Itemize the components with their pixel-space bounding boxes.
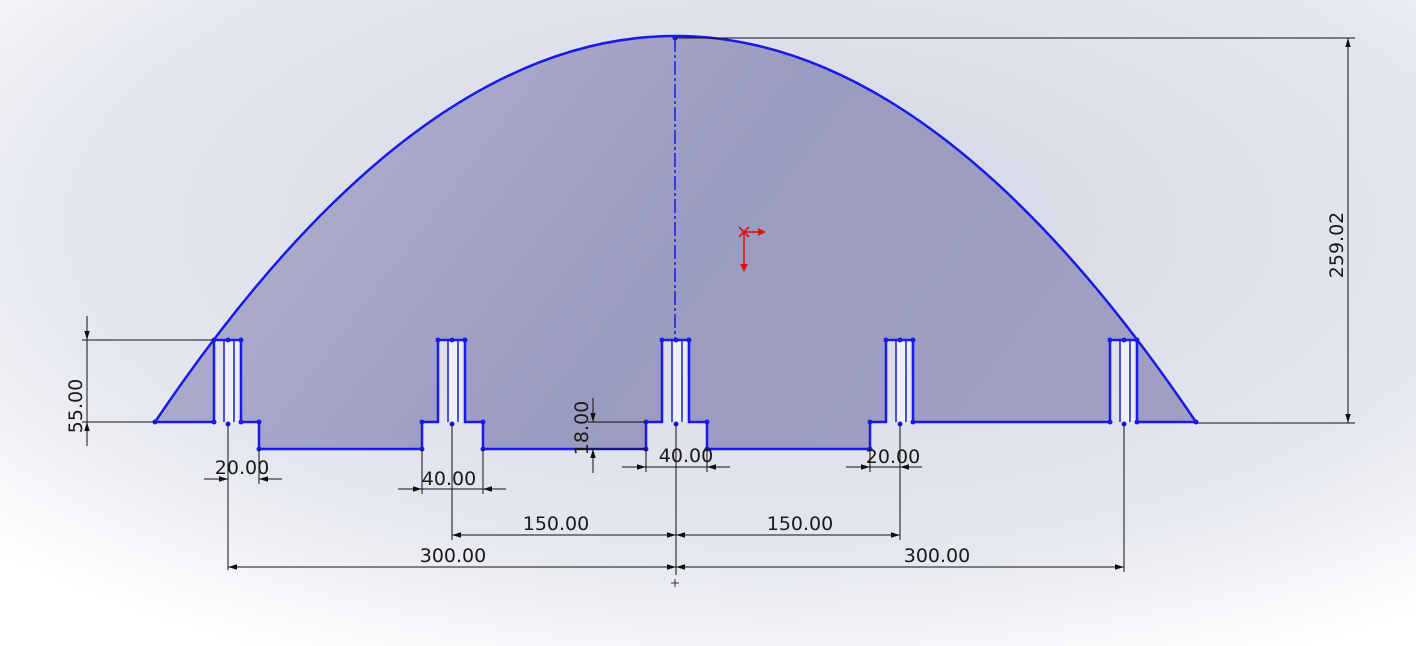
dimension-slot-height-value[interactable]: 55.00 bbox=[65, 379, 87, 433]
dimension-left-mid-width-value[interactable]: 40.00 bbox=[422, 468, 476, 490]
dimension-left-slot-width-value[interactable]: 20.00 bbox=[215, 457, 269, 479]
dimension-offset-left-150-value[interactable]: 150.00 bbox=[523, 513, 589, 535]
dimension-offset-right-300-value[interactable]: 300.00 bbox=[904, 545, 970, 567]
dimension-offset-right-300[interactable]: 300.00 bbox=[676, 545, 1124, 570]
dimension-step-depth-value[interactable]: 18.00 bbox=[571, 401, 593, 455]
dimension-offset-left-300-value[interactable]: 300.00 bbox=[420, 545, 486, 567]
slot-inner-lines bbox=[223, 340, 1131, 422]
dimension-right-mid-width[interactable]: 20.00 bbox=[846, 424, 922, 540]
dimension-total-height-value[interactable]: 259.02 bbox=[1326, 212, 1348, 278]
sketch-face[interactable] bbox=[155, 36, 1196, 449]
sketch-points bbox=[152, 35, 1199, 452]
origin-triad-icon bbox=[738, 226, 766, 272]
dimension-slot-height[interactable]: 55.00 bbox=[65, 316, 214, 446]
sketch-bottom-profile[interactable] bbox=[155, 338, 1196, 451]
dimension-step-depth[interactable]: 18.00 bbox=[571, 398, 646, 473]
dimension-right-mid-width-value[interactable]: 20.00 bbox=[866, 446, 920, 468]
dimension-total-height[interactable]: 259.02 bbox=[676, 37, 1355, 424]
dimension-offset-left-300[interactable]: 300.00 bbox=[228, 545, 676, 570]
dimension-left-slot-width[interactable]: 20.00 bbox=[204, 424, 282, 570]
dimension-offset-right-150-value[interactable]: 150.00 bbox=[767, 513, 833, 535]
dimension-offset-left-150[interactable]: 150.00 bbox=[452, 513, 676, 538]
dimension-center-width-value[interactable]: 40.00 bbox=[659, 445, 713, 467]
dimension-offset-right-150[interactable]: 150.00 bbox=[676, 513, 900, 538]
dimension-center-width[interactable]: 40.00 bbox=[622, 445, 730, 472]
sketch-origin-icon bbox=[671, 579, 679, 587]
